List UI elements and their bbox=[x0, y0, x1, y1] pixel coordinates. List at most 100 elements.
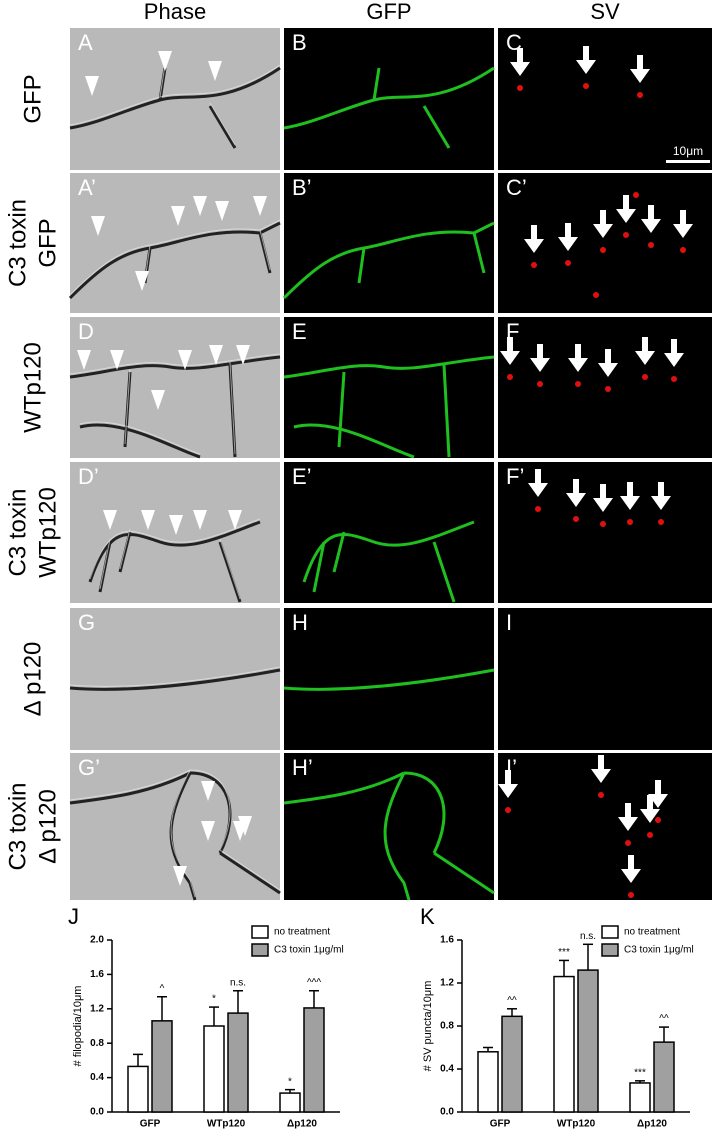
arrowhead bbox=[85, 76, 99, 96]
panel-label: G’ bbox=[78, 755, 100, 780]
neurite bbox=[69, 771, 281, 901]
arrowhead bbox=[236, 345, 250, 365]
arrowhead bbox=[169, 515, 183, 535]
y-tick-label: 0.0 bbox=[440, 1107, 454, 1118]
significance-label: ^^ bbox=[659, 1014, 669, 1025]
arrowhead bbox=[253, 196, 267, 216]
legend-label: C3 toxin 1μg/ml bbox=[624, 945, 694, 956]
puncta bbox=[671, 376, 677, 382]
arrow bbox=[576, 46, 596, 74]
neurite-halo bbox=[89, 518, 261, 600]
y-tick-label: 1.2 bbox=[440, 978, 454, 989]
arrow bbox=[498, 770, 518, 798]
legend-swatch bbox=[251, 925, 269, 939]
bar bbox=[227, 1012, 249, 1113]
arrow bbox=[510, 48, 530, 76]
arrow bbox=[524, 225, 544, 253]
arrowhead bbox=[201, 821, 215, 841]
bar bbox=[577, 969, 599, 1113]
neurite bbox=[282, 221, 495, 300]
arrow bbox=[591, 755, 611, 783]
arrowhead bbox=[193, 196, 207, 216]
y-tick-label: 0.8 bbox=[90, 1038, 104, 1049]
micrograph bbox=[284, 608, 494, 750]
y-tick-label: 0.4 bbox=[90, 1072, 104, 1083]
panel-label: I’ bbox=[506, 755, 517, 780]
arrow bbox=[593, 210, 613, 238]
puncta bbox=[517, 85, 523, 91]
neurite bbox=[88, 520, 261, 603]
panel-label: A’ bbox=[78, 175, 96, 200]
panel-label: G bbox=[78, 610, 95, 635]
puncta bbox=[573, 516, 579, 522]
panel-label: A bbox=[78, 30, 93, 55]
panel: I’ bbox=[498, 753, 712, 900]
significance-label: ^ bbox=[160, 983, 165, 994]
panel-label: E’ bbox=[292, 464, 312, 489]
arrow bbox=[630, 55, 650, 83]
micrograph bbox=[70, 753, 280, 900]
puncta bbox=[575, 381, 581, 387]
panel: E bbox=[283, 317, 495, 459]
panel: C bbox=[498, 28, 712, 170]
puncta bbox=[565, 260, 571, 266]
y-tick-label: 0.8 bbox=[440, 1021, 454, 1032]
puncta bbox=[507, 374, 513, 380]
neurite bbox=[69, 668, 281, 691]
panel: A’ bbox=[68, 173, 281, 313]
arrowhead bbox=[208, 61, 222, 81]
arrow bbox=[568, 344, 588, 372]
row-label: C3 toxin bbox=[4, 488, 31, 576]
neurite-halo bbox=[69, 769, 281, 898]
arrowhead bbox=[110, 350, 124, 370]
y-tick-label: 0.4 bbox=[440, 1064, 454, 1075]
panel-label: E bbox=[292, 319, 307, 344]
y-tick-label: 1.6 bbox=[90, 969, 104, 980]
micrograph bbox=[284, 317, 494, 458]
bar bbox=[127, 1065, 149, 1113]
panel-label: I bbox=[506, 610, 512, 635]
chart-label: J bbox=[68, 904, 79, 929]
significance-label: * bbox=[288, 1076, 292, 1087]
significance-label: n.s. bbox=[230, 977, 246, 988]
arrow bbox=[593, 484, 613, 512]
arrowhead bbox=[193, 510, 207, 530]
arrowhead bbox=[178, 350, 192, 370]
puncta bbox=[647, 832, 653, 838]
panel: H bbox=[283, 608, 495, 750]
significance-label: ^^^ bbox=[307, 977, 321, 988]
panel: G bbox=[69, 608, 281, 750]
bar bbox=[653, 1041, 675, 1113]
y-axis-title: # SV puncta/10μm bbox=[422, 981, 434, 1072]
arrowhead bbox=[91, 216, 105, 236]
neurite bbox=[283, 66, 495, 149]
puncta bbox=[627, 519, 633, 525]
arrowhead bbox=[141, 510, 155, 530]
puncta bbox=[633, 192, 639, 198]
legend-label: no treatment bbox=[624, 927, 680, 938]
puncta bbox=[625, 840, 631, 846]
arrow bbox=[620, 482, 640, 510]
bar bbox=[279, 1092, 301, 1113]
arrow bbox=[621, 855, 641, 883]
row-label: WTp120 bbox=[34, 487, 61, 578]
micrograph bbox=[498, 608, 712, 750]
significance-label: n.s. bbox=[580, 931, 596, 942]
panel: B bbox=[283, 28, 495, 170]
row-label: GFP bbox=[34, 218, 61, 267]
row-label: Δ p120 bbox=[19, 642, 46, 717]
arrow bbox=[635, 337, 655, 365]
panel-label: F’ bbox=[506, 464, 524, 489]
puncta bbox=[655, 817, 661, 823]
neurite bbox=[302, 520, 475, 603]
micrograph bbox=[498, 317, 712, 458]
column-header: SV bbox=[590, 0, 620, 24]
arrowhead bbox=[228, 510, 242, 530]
panel-label: H’ bbox=[292, 755, 313, 780]
panel-label: C’ bbox=[506, 175, 527, 200]
bar bbox=[501, 1015, 523, 1113]
row-label: GFP bbox=[19, 74, 46, 123]
x-tick-label: Δp120 bbox=[637, 1119, 667, 1130]
bar bbox=[553, 975, 575, 1113]
